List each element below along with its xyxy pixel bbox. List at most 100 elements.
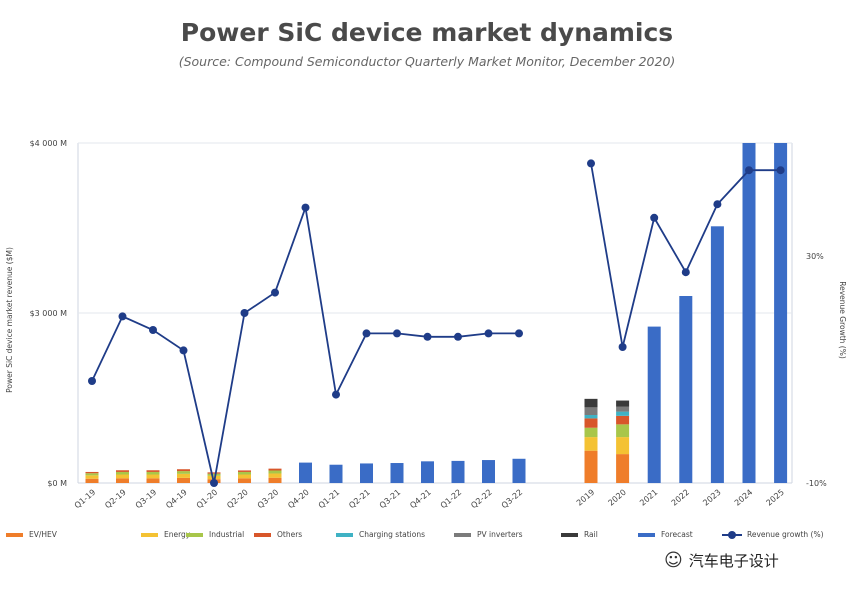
x-tick-label: 2022 [670,488,691,508]
growth-point [149,326,157,334]
growth-point [515,329,523,338]
bar-segment-charging [584,415,598,419]
bar-segment-energy [238,474,251,479]
legend-label: Charging stations [359,530,425,539]
bar-segment-rail [584,398,598,408]
bar-segment-forecast [710,226,724,484]
legend-swatch [561,532,578,537]
growth-point [618,343,627,351]
growth-point [332,390,340,399]
bar-segment-ev-hev [85,478,99,483]
legend-swatch [454,532,471,537]
legend-swatch [141,532,158,537]
legend-swatch [6,532,23,537]
legend-swatch [336,532,353,537]
legend-label: Others [277,530,303,539]
legend-item: Industrial [186,530,244,539]
bar-segment-others [116,470,129,472]
legend-label: Revenue growth (%) [747,530,824,539]
x-tick-label: 2025 [765,488,786,508]
bar-segment-rail [616,400,630,407]
bar-segment-industrial [238,471,251,475]
bar-segment-others [85,471,99,474]
growth-point [484,329,493,338]
bar-segment-industrial [616,424,630,438]
x-tick-label: 2021 [638,488,659,508]
y-tick-label: $4 000 M [30,139,68,148]
x-tick-label: Q2-20 [225,488,250,511]
legend-swatch [186,532,203,537]
growth-point [271,288,279,297]
chart-subtitle: (Source: Compound Semiconductor Quarterl… [178,54,676,69]
y2-tick-label: 30% [806,252,824,261]
legend-item: Others [254,530,302,539]
x-tick-label: Q4-19 [164,488,189,511]
bar-segment-ev-hev [238,478,251,483]
legend-label: Energy [164,530,191,539]
bar-segment-industrial [584,427,598,438]
x-tick-label: Q1-20 [195,488,220,511]
bar-segment-industrial [207,473,221,476]
x-tick-label: Q4-20 [286,488,311,511]
bar-segment-energy [177,473,190,478]
legend-label: EV/HEV [29,530,57,539]
legend-label: PV inverters [477,530,523,539]
y-axis-title: Power SiC device market revenue ($M) [5,247,14,393]
bar-segment-energy [268,473,282,478]
legend-item: Charging stations [336,530,425,539]
growth-point [118,312,127,321]
y-tick-label: $0 M [47,479,67,488]
bar-segment-pv [584,407,598,415]
x-tick-label: Q3-19 [134,488,159,511]
bar-segment-energy [584,437,598,451]
bar-segment-forecast [679,296,693,483]
bar-segment-forecast [512,458,526,483]
growth-point [240,309,249,317]
bar-segment-ev-hev [616,454,630,483]
legend-swatch [722,530,742,539]
bar-segment-energy [146,474,160,479]
bar-segment-forecast [299,462,312,483]
x-tick-label: 2019 [575,488,596,508]
watermark-text: 汽车电子设计 [688,552,779,570]
x-tick-label: Q3-20 [256,488,281,511]
bar-segment-industrial [177,471,190,474]
bar-segment-others [238,470,251,472]
bar-segment-forecast [774,143,788,483]
growth-point [362,329,371,338]
growth-point [423,332,432,341]
bar-segment-ev-hev [177,477,190,483]
bar-segment-pv [616,406,630,412]
x-tick-label: 2024 [733,488,754,508]
bar-segment-others [268,468,282,471]
bar-segment-energy [85,475,99,479]
legend-swatch [254,532,271,537]
watermark: ☺ 汽车电子设计 [664,550,779,571]
bar-segment-industrial [146,471,160,475]
bar-segment-forecast [742,143,756,483]
x-tick-label: Q1-19 [73,488,98,511]
growth-point [454,332,462,341]
legend-item: Energy [141,530,190,539]
bar-segment-industrial [85,473,99,476]
bar-segment-forecast [451,460,465,483]
chart-legend: EV/HEV Energy Industrial Others Charging sta… [6,530,824,546]
chart-title: Power SiC device market dynamics [180,18,674,47]
legend-item: Forecast [638,530,693,539]
y-tick-label: $3 000 M [30,309,68,318]
growth-point [179,346,188,355]
growth-point [713,200,722,209]
x-tick-label: Q1-22 [439,488,464,511]
bar-segment-forecast [360,463,373,483]
x-tick-label: Q1-21 [317,488,342,511]
bar-segment-others [177,469,190,472]
growth-point [587,159,595,168]
growth-line-quarterly [91,204,519,484]
bar-segment-charging [616,411,630,416]
growth-point [745,166,753,175]
bar-segment-energy [207,475,221,480]
x-tick-label: 2023 [701,488,722,508]
legend-item: PV inverters [454,530,523,539]
growth-point [681,268,690,277]
legend-label: Rail [584,530,598,539]
